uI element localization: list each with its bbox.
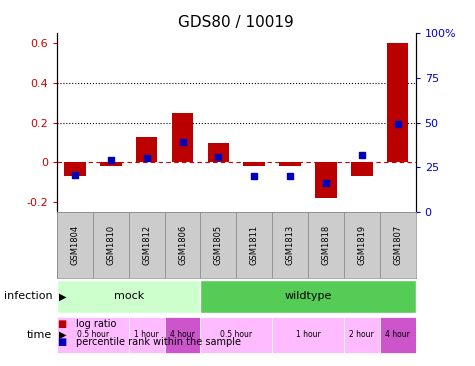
Point — [71, 172, 79, 178]
Text: wildtype: wildtype — [285, 291, 332, 301]
Bar — [165, 212, 200, 278]
Bar — [200, 317, 272, 353]
Text: GSM1810: GSM1810 — [106, 225, 115, 265]
Text: GSM1818: GSM1818 — [322, 225, 331, 265]
Text: GSM1819: GSM1819 — [357, 225, 366, 265]
Point — [179, 139, 186, 145]
Bar — [272, 212, 308, 278]
Bar — [57, 317, 129, 353]
Text: GSM1807: GSM1807 — [393, 225, 402, 265]
Bar — [272, 317, 344, 353]
Text: log ratio: log ratio — [76, 319, 116, 329]
Text: ■: ■ — [57, 337, 66, 347]
Bar — [136, 137, 157, 163]
Point — [358, 152, 366, 158]
Bar — [351, 163, 372, 176]
Title: GDS80 / 10019: GDS80 / 10019 — [179, 15, 294, 30]
Text: GSM1813: GSM1813 — [285, 225, 294, 265]
Text: infection: infection — [4, 291, 52, 302]
Text: GSM1806: GSM1806 — [178, 225, 187, 265]
Text: mock: mock — [114, 291, 144, 301]
Point — [107, 157, 114, 163]
Point — [286, 173, 294, 179]
Bar — [308, 212, 344, 278]
Bar — [200, 280, 416, 313]
Point — [322, 180, 330, 186]
Text: GSM1804: GSM1804 — [70, 225, 79, 265]
Bar — [315, 163, 337, 198]
Bar — [165, 317, 200, 353]
Bar — [200, 212, 237, 278]
Point — [143, 156, 151, 161]
Bar — [172, 113, 193, 163]
Text: GSM1811: GSM1811 — [250, 225, 259, 265]
Bar — [237, 212, 272, 278]
Text: 0.5 hour: 0.5 hour — [77, 330, 109, 339]
Text: percentile rank within the sample: percentile rank within the sample — [76, 337, 241, 347]
Bar — [344, 317, 380, 353]
Text: 4 hour: 4 hour — [385, 330, 410, 339]
Bar — [57, 280, 200, 313]
Point — [394, 122, 401, 127]
Bar — [344, 212, 380, 278]
Bar — [129, 317, 165, 353]
Text: ▶: ▶ — [59, 291, 67, 302]
Point — [250, 173, 258, 179]
Bar — [380, 317, 416, 353]
Bar — [387, 43, 408, 163]
Bar — [57, 212, 93, 278]
Text: GSM1812: GSM1812 — [142, 225, 151, 265]
Text: GSM1805: GSM1805 — [214, 225, 223, 265]
Text: 2 hour: 2 hour — [350, 330, 374, 339]
Bar — [129, 212, 165, 278]
Text: ▶: ▶ — [59, 330, 67, 340]
Bar — [100, 163, 122, 167]
Text: 1 hour: 1 hour — [134, 330, 159, 339]
Text: 1 hour: 1 hour — [295, 330, 321, 339]
Bar — [380, 212, 416, 278]
Bar — [279, 163, 301, 167]
Point — [215, 154, 222, 160]
Bar — [244, 163, 265, 167]
Text: 4 hour: 4 hour — [170, 330, 195, 339]
Bar — [208, 142, 229, 163]
Bar — [64, 163, 86, 176]
Bar — [93, 212, 129, 278]
Text: 0.5 hour: 0.5 hour — [220, 330, 252, 339]
Text: time: time — [27, 330, 52, 340]
Text: ■: ■ — [57, 319, 66, 329]
